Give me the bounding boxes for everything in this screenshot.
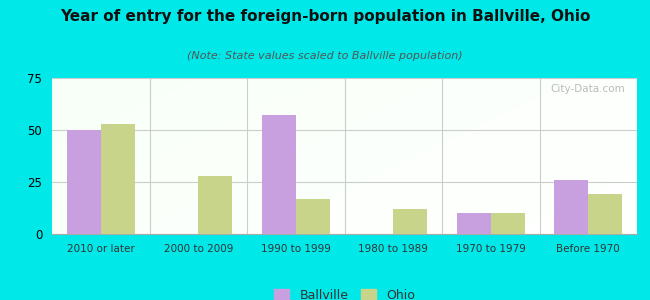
Bar [491, 213, 525, 234]
Text: (Note: State values scaled to Ballville population): (Note: State values scaled to Ballville … [187, 51, 463, 61]
Text: City-Data.com: City-Data.com [551, 84, 625, 94]
Bar [66, 130, 101, 234]
Bar [101, 124, 135, 234]
Bar [588, 194, 623, 234]
Bar [198, 176, 233, 234]
Text: Year of entry for the foreign-born population in Ballville, Ohio: Year of entry for the foreign-born popul… [60, 9, 590, 24]
Bar [296, 199, 330, 234]
Bar [261, 116, 296, 234]
Bar [554, 180, 588, 234]
Bar [457, 213, 491, 234]
Bar [393, 209, 428, 234]
Legend: Ballville, Ohio: Ballville, Ohio [269, 284, 420, 300]
